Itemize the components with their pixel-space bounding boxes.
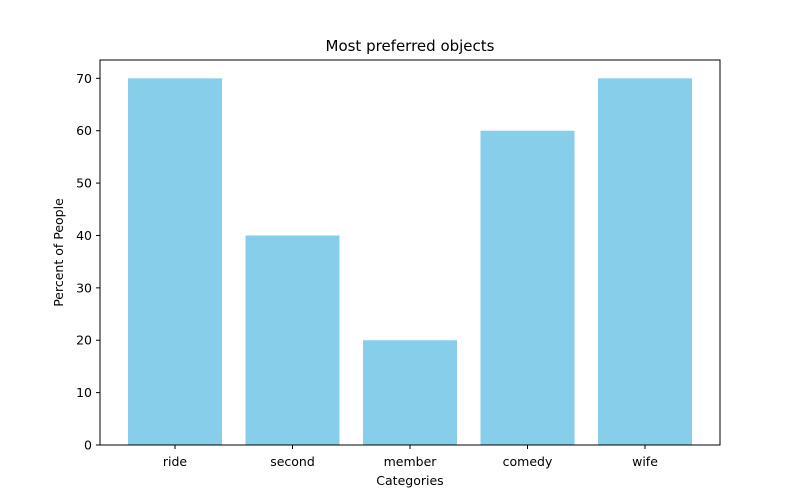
x-tick-label: ride bbox=[163, 454, 188, 469]
x-axis-label: Categories bbox=[376, 473, 443, 488]
bar-comedy bbox=[480, 130, 575, 445]
x-tick-label: second bbox=[270, 454, 315, 469]
bars-group bbox=[128, 78, 692, 445]
y-tick-label: 70 bbox=[76, 71, 92, 86]
bar-member bbox=[363, 340, 457, 445]
y-axis-label: Percent of People bbox=[51, 198, 66, 307]
y-tick-label: 0 bbox=[84, 438, 92, 453]
x-tick-label: wife bbox=[632, 454, 658, 469]
y-tick-label: 10 bbox=[76, 385, 92, 400]
x-tick-label: comedy bbox=[503, 454, 553, 469]
x-axis-ticks: ride second member comedy wife bbox=[163, 445, 658, 469]
y-tick-label: 20 bbox=[76, 333, 92, 348]
chart-title: Most preferred objects bbox=[326, 37, 495, 55]
y-tick-label: 60 bbox=[76, 123, 92, 138]
bar-wife bbox=[598, 78, 692, 445]
x-tick-label: member bbox=[384, 454, 438, 469]
y-tick-label: 30 bbox=[76, 280, 92, 295]
y-axis-ticks: 0 10 20 30 40 50 60 70 bbox=[76, 71, 100, 453]
y-tick-label: 50 bbox=[76, 176, 92, 191]
bar-second bbox=[245, 235, 340, 445]
y-tick-label: 40 bbox=[76, 228, 92, 243]
bar-ride bbox=[128, 78, 222, 445]
